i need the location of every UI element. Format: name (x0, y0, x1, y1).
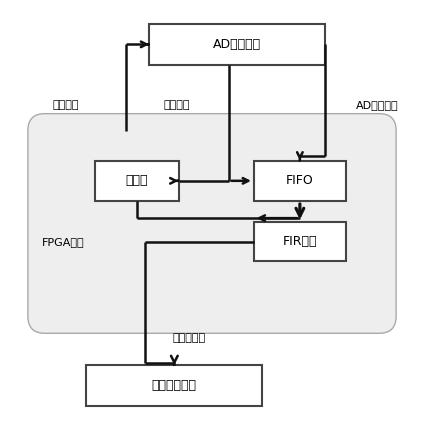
Text: FIFO: FIFO (286, 175, 314, 187)
Bar (149, 24, 325, 65)
Text: AD转换芯片: AD转换芯片 (213, 38, 261, 51)
Bar (95, 161, 179, 201)
FancyBboxPatch shape (28, 114, 396, 333)
Text: 保护运算模块: 保护运算模块 (152, 379, 197, 392)
Text: FPGA芯片: FPGA芯片 (42, 237, 85, 247)
Text: 滤波后结果: 滤波后结果 (173, 333, 206, 343)
Bar (86, 365, 262, 406)
Text: 控制信号: 控制信号 (52, 100, 79, 110)
Text: 状态信号: 状态信号 (163, 100, 190, 110)
Text: FIR滤波: FIR滤波 (283, 235, 317, 248)
Bar (254, 222, 346, 261)
Text: 定时器: 定时器 (126, 175, 148, 187)
Text: AD转换结果: AD转换结果 (356, 100, 399, 110)
Bar (254, 161, 346, 201)
